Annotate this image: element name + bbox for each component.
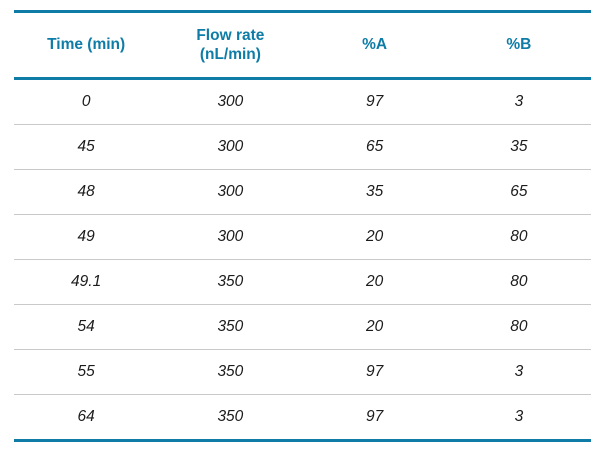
cell-percent-a: 97	[302, 349, 447, 395]
gradient-table: Time (min) Flow rate (nL/min) %A %B 0 30…	[14, 10, 591, 442]
cell-time: 49.1	[14, 259, 159, 305]
cell-percent-a: 20	[302, 304, 447, 350]
table-row: 49.1 350 20 80	[14, 259, 591, 305]
col-header-percent-a: %A	[302, 10, 447, 80]
cell-percent-b: 80	[446, 214, 591, 260]
cell-flow-rate: 300	[158, 78, 303, 125]
cell-percent-b: 65	[446, 169, 591, 215]
header-row: Time (min) Flow rate (nL/min) %A %B	[14, 10, 591, 80]
cell-percent-b: 80	[446, 259, 591, 305]
cell-percent-a: 35	[302, 169, 447, 215]
table-row: 0 300 97 3	[14, 78, 591, 125]
cell-time: 48	[14, 169, 159, 215]
cell-time: 55	[14, 349, 159, 395]
cell-percent-b: 3	[446, 349, 591, 395]
cell-flow-rate: 350	[158, 394, 303, 442]
cell-percent-b: 3	[446, 78, 591, 125]
gradient-table-container: Time (min) Flow rate (nL/min) %A %B 0 30…	[14, 10, 591, 442]
table-row: 45 300 65 35	[14, 124, 591, 170]
cell-flow-rate: 300	[158, 214, 303, 260]
cell-time: 0	[14, 78, 159, 125]
table-row: 55 350 97 3	[14, 349, 591, 395]
cell-flow-rate: 350	[158, 349, 303, 395]
table-row: 54 350 20 80	[14, 304, 591, 350]
col-header-flow-rate: Flow rate (nL/min)	[158, 10, 303, 80]
cell-time: 64	[14, 394, 159, 442]
table-header: Time (min) Flow rate (nL/min) %A %B	[14, 10, 591, 80]
cell-time: 45	[14, 124, 159, 170]
cell-flow-rate: 350	[158, 304, 303, 350]
cell-percent-b: 3	[446, 394, 591, 442]
cell-percent-a: 97	[302, 394, 447, 442]
table-row: 64 350 97 3	[14, 394, 591, 442]
cell-percent-a: 97	[302, 78, 447, 125]
cell-flow-rate: 300	[158, 169, 303, 215]
cell-time: 49	[14, 214, 159, 260]
col-header-time: Time (min)	[14, 10, 159, 80]
cell-percent-a: 20	[302, 214, 447, 260]
cell-percent-a: 20	[302, 259, 447, 305]
table-row: 48 300 35 65	[14, 169, 591, 215]
cell-flow-rate: 350	[158, 259, 303, 305]
cell-time: 54	[14, 304, 159, 350]
table-body: 0 300 97 3 45 300 65 35 48 300 35 65 49 …	[14, 78, 591, 442]
col-header-percent-b: %B	[446, 10, 591, 80]
cell-flow-rate: 300	[158, 124, 303, 170]
cell-percent-a: 65	[302, 124, 447, 170]
table-row: 49 300 20 80	[14, 214, 591, 260]
cell-percent-b: 35	[446, 124, 591, 170]
cell-percent-b: 80	[446, 304, 591, 350]
